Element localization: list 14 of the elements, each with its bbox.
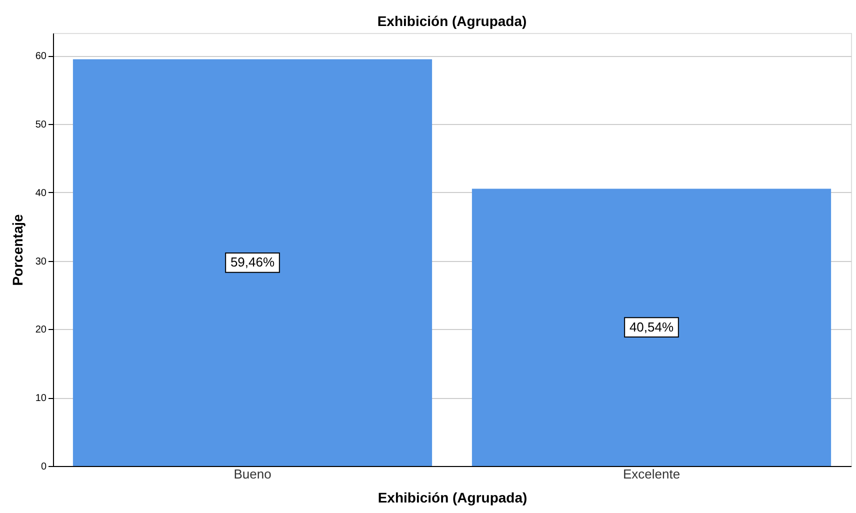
y-tick-label: 0 (40, 462, 47, 472)
x-axis-title: Exhibición (Agrupada) (378, 490, 528, 506)
chart-title: Exhibición (Agrupada) (377, 13, 527, 29)
y-tick-label: 60 (35, 51, 47, 62)
x-tick-label: Excelente (622, 466, 680, 482)
y-tick-label: 20 (35, 324, 47, 336)
y-tick-label: 40 (35, 188, 47, 199)
y-tick-label: 30 (35, 256, 47, 268)
y-tick-label: 50 (35, 119, 47, 130)
y-tick-label: 10 (35, 393, 47, 404)
x-tick-label: Bueno (234, 466, 272, 482)
data-label: 59,46% (230, 254, 275, 270)
y-axis-title: Porcentaje (9, 214, 26, 286)
data-label: 40,54% (629, 319, 674, 334)
